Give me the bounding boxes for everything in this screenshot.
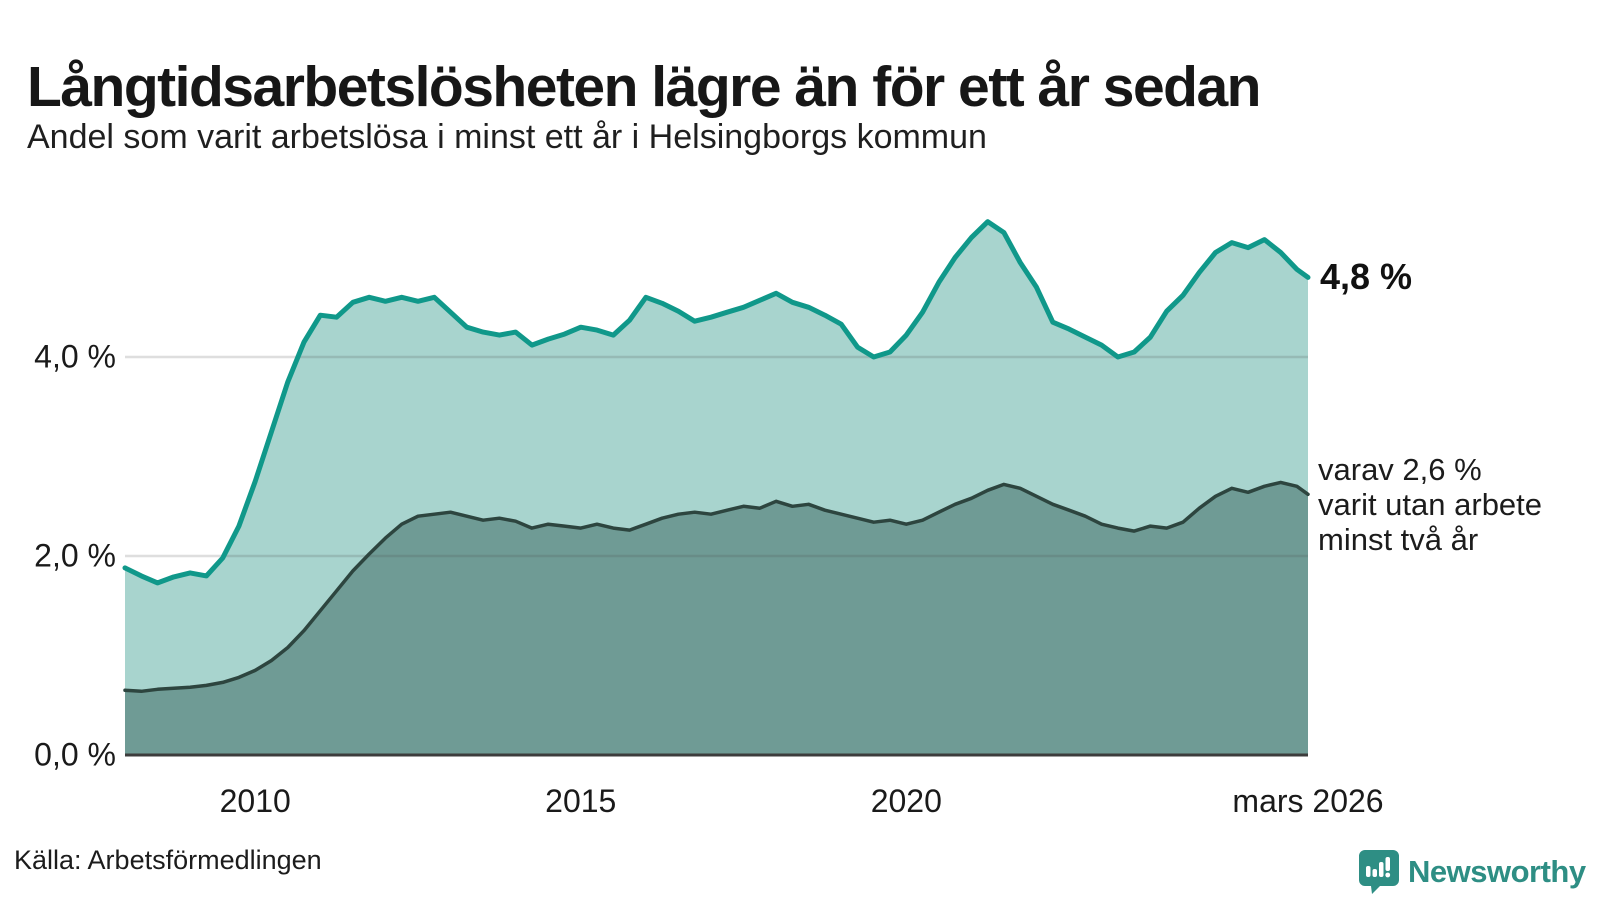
page-title: Långtidsarbetslösheten lägre än för ett … [27, 55, 1262, 120]
y-axis-label-0: 0,0 % [34, 736, 116, 773]
latest-value-label: 4,8 % [1320, 256, 1413, 298]
newsworthy-icon [1359, 850, 1399, 894]
source-note: Källa: Arbetsförmedlingen [14, 845, 322, 875]
newsworthy-wordmark: Newsworthy [1408, 854, 1586, 889]
y-axis-label-4: 4,0 % [34, 338, 116, 375]
x-axis-label-2015: 2015 [545, 783, 617, 819]
newsworthy-logo[interactable]: Newsworthy [1358, 849, 1586, 895]
page-subtitle: Andel som varit arbetslösa i minst ett å… [27, 118, 987, 156]
two-year-annotation-line3: minst två år [1318, 522, 1479, 558]
x-axis-label-2010: 2010 [219, 783, 291, 819]
two-year-annotation-line1: varav 2,6 % [1318, 452, 1482, 488]
y-axis-label-2: 2,0 % [34, 537, 116, 574]
x-axis-label-2020: 2020 [870, 783, 942, 819]
two-year-annotation: varav 2,6 % varit utan arbete minst två … [1318, 452, 1542, 557]
two-year-annotation-line2: varit utan arbete [1318, 487, 1543, 523]
x-axis-label-mars-2026: mars 2026 [1232, 783, 1384, 819]
